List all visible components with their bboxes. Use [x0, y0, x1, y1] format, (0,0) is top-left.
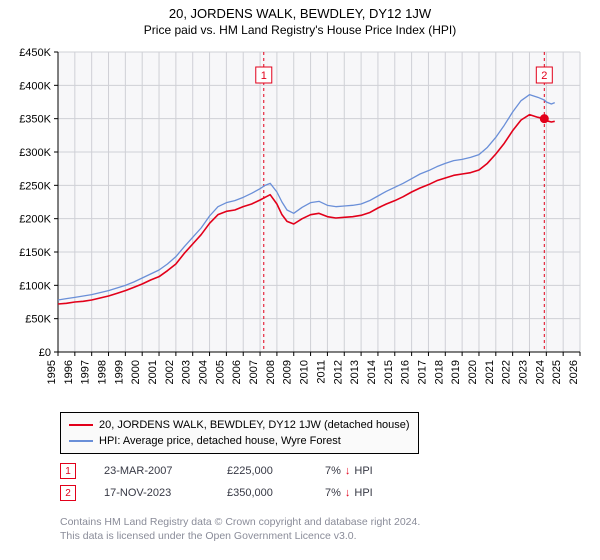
svg-text:£150K: £150K [19, 247, 51, 259]
svg-text:2014: 2014 [366, 360, 378, 384]
svg-text:2021: 2021 [484, 360, 496, 384]
svg-text:£250K: £250K [19, 180, 51, 192]
svg-text:2010: 2010 [299, 360, 311, 384]
svg-text:1999: 1999 [113, 360, 125, 384]
svg-text:2012: 2012 [332, 360, 344, 384]
svg-text:2001: 2001 [147, 360, 159, 384]
chart-legend: 20, JORDENS WALK, BEWDLEY, DY12 1JW (det… [60, 412, 419, 454]
svg-text:2013: 2013 [349, 360, 361, 384]
svg-text:2018: 2018 [433, 360, 445, 384]
svg-text:2000: 2000 [130, 360, 142, 384]
footer-attribution: Contains HM Land Registry data © Crown c… [60, 516, 420, 543]
svg-text:£0: £0 [39, 347, 51, 359]
svg-text:£350K: £350K [19, 114, 51, 126]
down-arrow-icon: ↓ [345, 465, 351, 477]
transaction-row: 2 17-NOV-2023 £350,000 7%↓HPI [60, 482, 425, 504]
svg-text:2024: 2024 [534, 360, 546, 384]
transaction-date: 17-NOV-2023 [104, 487, 199, 499]
svg-text:2007: 2007 [248, 360, 260, 384]
svg-text:1: 1 [261, 70, 267, 82]
transaction-row: 1 23-MAR-2007 £225,000 7%↓HPI [60, 460, 425, 482]
svg-text:2004: 2004 [198, 360, 210, 384]
svg-text:2002: 2002 [164, 360, 176, 384]
svg-text:2017: 2017 [416, 360, 428, 384]
svg-text:£200K: £200K [19, 214, 51, 226]
legend-row: 20, JORDENS WALK, BEWDLEY, DY12 1JW (det… [69, 417, 410, 433]
svg-text:2016: 2016 [400, 360, 412, 384]
svg-text:1998: 1998 [97, 360, 109, 384]
transaction-marker: 2 [60, 485, 76, 501]
transaction-marker: 1 [60, 463, 76, 479]
svg-text:2003: 2003 [181, 360, 193, 384]
down-arrow-icon: ↓ [345, 487, 351, 499]
legend-swatch [69, 440, 93, 442]
price-chart: £0 £50K £100K £150K £200K £250K £300K £350K £400… [10, 44, 590, 404]
transaction-date: 23-MAR-2007 [104, 465, 199, 477]
transaction-price: £225,000 [227, 465, 297, 477]
legend-row: HPI: Average price, detached house, Wyre… [69, 433, 410, 449]
svg-text:2026: 2026 [568, 360, 580, 384]
legend-swatch [69, 424, 93, 426]
svg-text:2023: 2023 [517, 360, 529, 384]
svg-text:1996: 1996 [63, 360, 75, 384]
svg-text:£100K: £100K [19, 280, 51, 292]
page-subtitle: Price paid vs. HM Land Registry's House … [0, 23, 600, 37]
svg-text:£450K: £450K [19, 47, 51, 59]
svg-text:2009: 2009 [282, 360, 294, 384]
svg-text:2015: 2015 [383, 360, 395, 384]
svg-text:2011: 2011 [315, 360, 327, 384]
transactions-table: 1 23-MAR-2007 £225,000 7%↓HPI 2 17-NOV-2023 £3… [60, 460, 425, 504]
svg-text:1995: 1995 [46, 360, 58, 384]
svg-text:£300K: £300K [19, 147, 51, 159]
svg-text:£400K: £400K [19, 80, 51, 92]
page-title: 20, JORDENS WALK, BEWDLEY, DY12 1JW [0, 6, 600, 21]
footer-line-1: Contains HM Land Registry data © Crown c… [60, 516, 420, 530]
svg-text:2: 2 [541, 70, 547, 82]
legend-label: HPI: Average price, detached house, Wyre… [99, 435, 341, 447]
legend-label: 20, JORDENS WALK, BEWDLEY, DY12 1JW (det… [99, 419, 410, 431]
transaction-pct: 7%↓HPI [325, 465, 425, 477]
svg-text:£50K: £50K [25, 314, 51, 326]
svg-text:2006: 2006 [231, 360, 243, 384]
svg-text:2022: 2022 [501, 360, 513, 384]
svg-text:2025: 2025 [551, 360, 563, 384]
svg-text:2008: 2008 [265, 360, 277, 384]
footer-line-2: This data is licensed under the Open Gov… [60, 530, 420, 544]
svg-text:2005: 2005 [214, 360, 226, 384]
svg-text:2019: 2019 [450, 360, 462, 384]
svg-text:1997: 1997 [80, 360, 92, 384]
svg-text:2020: 2020 [467, 360, 479, 384]
transaction-pct: 7%↓HPI [325, 487, 425, 499]
transaction-price: £350,000 [227, 487, 297, 499]
